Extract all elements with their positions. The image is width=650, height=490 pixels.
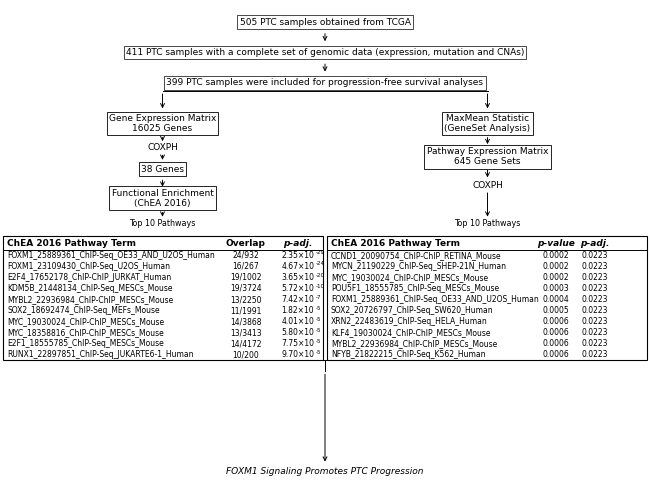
Text: SOX2_20726797_ChIP-Seq_SW620_Human: SOX2_20726797_ChIP-Seq_SW620_Human bbox=[331, 306, 493, 315]
Text: -29: -29 bbox=[315, 250, 324, 255]
Text: MYC_19030024_ChIP-ChIP_MESCs_Mouse: MYC_19030024_ChIP-ChIP_MESCs_Mouse bbox=[7, 317, 164, 326]
Text: 0.0223: 0.0223 bbox=[582, 284, 608, 293]
Text: -5: -5 bbox=[315, 339, 320, 343]
Text: 0.0223: 0.0223 bbox=[582, 328, 608, 337]
Text: 0.0223: 0.0223 bbox=[582, 251, 608, 260]
Text: 1.82×10: 1.82×10 bbox=[281, 306, 314, 315]
Text: MYCN_21190229_ChIP-Seq_SHEP-21N_Human: MYCN_21190229_ChIP-Seq_SHEP-21N_Human bbox=[331, 262, 506, 271]
Text: 399 PTC samples were included for progression-free survival analyses: 399 PTC samples were included for progre… bbox=[166, 78, 484, 87]
Text: Functional Enrichment
(ChEA 2016): Functional Enrichment (ChEA 2016) bbox=[112, 189, 213, 208]
Text: Overlap: Overlap bbox=[226, 239, 266, 247]
Text: 0.0004: 0.0004 bbox=[542, 295, 569, 304]
Text: 5.72×10: 5.72×10 bbox=[281, 284, 315, 293]
Text: MYC_19030024_ChIP-ChIP_MESCs_Mouse: MYC_19030024_ChIP-ChIP_MESCs_Mouse bbox=[331, 273, 488, 282]
Text: 3.65×10: 3.65×10 bbox=[281, 273, 315, 282]
Text: XRN2_22483619_ChIP-Seq_HELA_Human: XRN2_22483619_ChIP-Seq_HELA_Human bbox=[331, 317, 488, 326]
Text: 0.0005: 0.0005 bbox=[542, 306, 569, 315]
Text: 19/3724: 19/3724 bbox=[230, 284, 261, 293]
Text: 10/200: 10/200 bbox=[232, 350, 259, 359]
Text: 4.67×10: 4.67×10 bbox=[281, 262, 315, 271]
Text: 5.80×10: 5.80×10 bbox=[281, 328, 315, 337]
Text: 0.0006: 0.0006 bbox=[542, 350, 569, 359]
Text: FOXM1_23109430_ChIP-Seq_U2OS_Human: FOXM1_23109430_ChIP-Seq_U2OS_Human bbox=[7, 262, 170, 271]
Text: 0.0223: 0.0223 bbox=[582, 306, 608, 315]
Text: -20: -20 bbox=[315, 272, 324, 277]
Text: Top 10 Pathways: Top 10 Pathways bbox=[129, 219, 196, 228]
Text: 19/1002: 19/1002 bbox=[230, 273, 261, 282]
Text: p-adj.: p-adj. bbox=[283, 239, 313, 247]
Text: 38 Genes: 38 Genes bbox=[141, 165, 184, 173]
Text: 0.0006: 0.0006 bbox=[542, 328, 569, 337]
Text: NFYB_21822215_ChIP-Seq_K562_Human: NFYB_21822215_ChIP-Seq_K562_Human bbox=[331, 350, 486, 359]
Text: 0.0006: 0.0006 bbox=[542, 317, 569, 326]
Text: KDM5B_21448134_ChIP-Seq_MESCs_Mouse: KDM5B_21448134_ChIP-Seq_MESCs_Mouse bbox=[7, 284, 173, 293]
Text: -5: -5 bbox=[315, 328, 320, 333]
Text: -24: -24 bbox=[315, 262, 324, 267]
Text: 13/3413: 13/3413 bbox=[230, 328, 261, 337]
Text: MYBL2_22936984_ChIP-ChIP_MESCs_Mouse: MYBL2_22936984_ChIP-ChIP_MESCs_Mouse bbox=[7, 295, 174, 304]
Text: p-value: p-value bbox=[537, 239, 575, 247]
Text: 24/932: 24/932 bbox=[232, 251, 259, 260]
Text: 14/4172: 14/4172 bbox=[230, 339, 261, 348]
Text: FOXM1_25889361_ChIP-Seq_OE33_AND_U2OS_Human: FOXM1_25889361_ChIP-Seq_OE33_AND_U2OS_Hu… bbox=[7, 251, 215, 260]
Text: -5: -5 bbox=[315, 306, 320, 311]
Text: p-adj.: p-adj. bbox=[580, 239, 610, 247]
Text: -5: -5 bbox=[315, 350, 320, 355]
Text: SOX2_18692474_ChIP-Seq_MEFs_Mouse: SOX2_18692474_ChIP-Seq_MEFs_Mouse bbox=[7, 306, 160, 315]
Text: ChEA 2016 Pathway Term: ChEA 2016 Pathway Term bbox=[7, 239, 136, 247]
Text: KLF4_19030024_ChIP-ChIP_MESCs_Mouse: KLF4_19030024_ChIP-ChIP_MESCs_Mouse bbox=[331, 328, 490, 337]
Text: POU5F1_18555785_ChIP-Seq_MESCs_Mouse: POU5F1_18555785_ChIP-Seq_MESCs_Mouse bbox=[331, 284, 499, 293]
Text: -7: -7 bbox=[315, 294, 320, 299]
Text: ChEA 2016 Pathway Term: ChEA 2016 Pathway Term bbox=[331, 239, 460, 247]
Text: Gene Expression Matrix
16025 Genes: Gene Expression Matrix 16025 Genes bbox=[109, 114, 216, 133]
Text: 0.0003: 0.0003 bbox=[542, 284, 569, 293]
Text: 0.0002: 0.0002 bbox=[543, 273, 569, 282]
Text: 505 PTC samples obtained from TCGA: 505 PTC samples obtained from TCGA bbox=[239, 18, 411, 26]
Text: 7.42×10: 7.42×10 bbox=[281, 295, 315, 304]
FancyBboxPatch shape bbox=[3, 236, 323, 360]
Text: 0.0223: 0.0223 bbox=[582, 339, 608, 348]
Text: 0.0002: 0.0002 bbox=[543, 251, 569, 260]
Text: MYC_18358816_ChIP-ChIP_MESCs_Mouse: MYC_18358816_ChIP-ChIP_MESCs_Mouse bbox=[7, 328, 164, 337]
Text: 0.0002: 0.0002 bbox=[543, 262, 569, 271]
Text: 0.0223: 0.0223 bbox=[582, 262, 608, 271]
Text: 0.0223: 0.0223 bbox=[582, 295, 608, 304]
Text: 0.0223: 0.0223 bbox=[582, 350, 608, 359]
Text: 13/2250: 13/2250 bbox=[230, 295, 261, 304]
Text: Top 10 Pathways: Top 10 Pathways bbox=[454, 219, 521, 228]
Text: 11/1991: 11/1991 bbox=[230, 306, 261, 315]
Text: 16/267: 16/267 bbox=[232, 262, 259, 271]
Text: CCND1_20090754_ChIP-ChIP_RETINA_Mouse: CCND1_20090754_ChIP-ChIP_RETINA_Mouse bbox=[331, 251, 502, 260]
Text: Pathway Expression Matrix
645 Gene Sets: Pathway Expression Matrix 645 Gene Sets bbox=[427, 147, 548, 167]
Text: 0.0223: 0.0223 bbox=[582, 317, 608, 326]
Text: COXPH: COXPH bbox=[147, 144, 178, 152]
Text: 2.35×10: 2.35×10 bbox=[281, 251, 315, 260]
Text: FOXM1 Signaling Promotes PTC Progression: FOXM1 Signaling Promotes PTC Progression bbox=[226, 467, 424, 476]
Text: 7.75×10: 7.75×10 bbox=[281, 339, 315, 348]
Text: MYBL2_22936984_ChIP-ChIP_MESCs_Mouse: MYBL2_22936984_ChIP-ChIP_MESCs_Mouse bbox=[331, 339, 497, 348]
Text: 0.0006: 0.0006 bbox=[542, 339, 569, 348]
Text: -10: -10 bbox=[315, 284, 324, 289]
Text: MaxMean Statistic
(GeneSet Analysis): MaxMean Statistic (GeneSet Analysis) bbox=[445, 114, 530, 133]
Text: -5: -5 bbox=[315, 317, 320, 321]
Text: COXPH: COXPH bbox=[472, 181, 503, 190]
Text: 4.01×10: 4.01×10 bbox=[281, 317, 315, 326]
Text: E2F1_18555785_ChIP-Seq_MESCs_Mouse: E2F1_18555785_ChIP-Seq_MESCs_Mouse bbox=[7, 339, 164, 348]
Text: FOXM1_25889361_ChIP-Seq_OE33_AND_U2OS_Human: FOXM1_25889361_ChIP-Seq_OE33_AND_U2OS_Hu… bbox=[331, 295, 539, 304]
Text: 411 PTC samples with a complete set of genomic data (expression, mutation and CN: 411 PTC samples with a complete set of g… bbox=[126, 48, 524, 57]
Text: RUNX1_22897851_ChIP-Seq_JUKARTE6-1_Human: RUNX1_22897851_ChIP-Seq_JUKARTE6-1_Human bbox=[7, 350, 194, 359]
Text: E2F4_17652178_ChIP-ChIP_JURKAT_Human: E2F4_17652178_ChIP-ChIP_JURKAT_Human bbox=[7, 273, 172, 282]
Text: 0.0223: 0.0223 bbox=[582, 273, 608, 282]
FancyBboxPatch shape bbox=[327, 236, 647, 360]
Text: 9.70×10: 9.70×10 bbox=[281, 350, 315, 359]
Text: 14/3868: 14/3868 bbox=[230, 317, 261, 326]
